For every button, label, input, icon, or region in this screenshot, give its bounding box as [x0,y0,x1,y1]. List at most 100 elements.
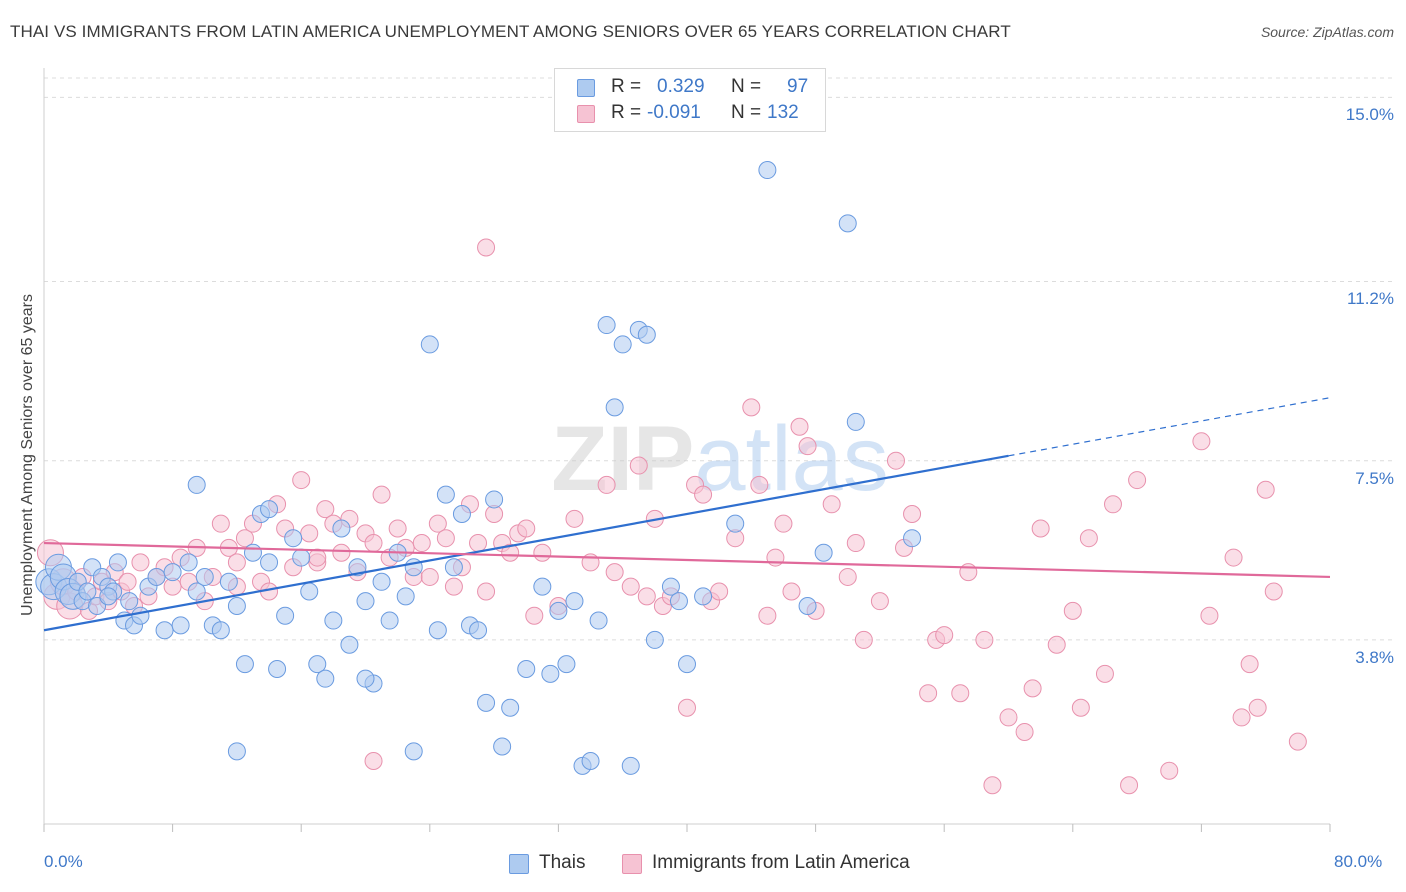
latin-america-point [750,475,769,494]
y-axis-label: Unemployment Among Seniors over 65 years [19,294,36,616]
latin-america-point [605,563,624,582]
latin-america-point [1192,432,1211,451]
latin-america-point [935,626,954,645]
thais-point [613,335,632,354]
latin-america-point [1095,664,1114,683]
legend-r-value: -0.091 [647,102,701,123]
legend-r-value: 0.329 [657,76,705,97]
latin-america-point [525,606,544,625]
chart-title: THAI VS IMMIGRANTS FROM LATIN AMERICA UN… [10,22,1011,41]
thais-point [356,592,375,611]
thais-point [444,558,463,577]
thais-point [147,567,166,586]
latin-america-point [1031,519,1050,538]
legend-item-thais[interactable]: Thais [509,851,599,877]
x-tick-label-max: 80.0% [1334,852,1383,871]
latin-america-point [1071,698,1090,717]
latin-america-point [774,514,793,533]
thais-point [469,621,488,640]
thais-point [758,161,777,180]
latin-america-point [782,582,801,601]
latin-america-point [364,752,383,771]
latin-america-point [227,553,246,572]
legend-swatch-latin-america [622,854,642,874]
latin-america-point [1232,708,1251,727]
latin-america-point [428,514,447,533]
latin-america-point [597,475,616,494]
latin-america-point [919,684,938,703]
thais-point [284,529,303,548]
thais-point [436,485,455,504]
latin-america-point [533,543,552,562]
legend-label-latin-america: Immigrants from Latin America [652,852,910,873]
trend-lines [43,397,1331,632]
latin-america-point [758,606,777,625]
thais-point [726,514,745,533]
thais-point [108,553,127,572]
thais-point [814,543,833,562]
latin-america-point [332,543,351,562]
legend-label-thais: Thais [539,852,586,873]
latin-america-point [412,534,431,553]
latin-america-point [1015,722,1034,741]
latin-america-point [308,548,327,567]
latin-america-point [1264,582,1283,601]
latin-america-point [694,485,713,504]
thais-point [340,635,359,654]
latin-america-point [501,543,520,562]
thais-point [637,325,656,344]
latin-america-point [1063,601,1082,620]
latin-america-point [838,567,857,586]
thais-point [99,587,118,606]
thais-point [541,664,560,683]
thais-point [292,548,311,567]
y-tick-label: 11.2% [1347,289,1394,309]
thais-point [219,572,238,591]
x-tick-label-min: 0.0% [44,852,83,871]
x-axis [43,68,1331,832]
latin-america-point [790,417,809,436]
thais-point [276,606,295,625]
latin-america-point [798,437,817,456]
legend-row-thais: R = 0.329 N = 97 [555,75,825,101]
y-tick-label: 15.0% [1345,105,1394,125]
legend-swatch-latin-america [577,105,595,123]
latin-america-point [870,592,889,611]
legend-n-value: 97 [787,76,809,97]
latin-america-trend-line [43,541,1331,579]
latin-america-point [742,398,761,417]
latin-america-point [211,514,230,533]
latin-america-point [983,776,1002,795]
latin-america-point [1240,655,1259,674]
latin-america-point [1248,698,1267,717]
latin-america-point [999,708,1018,727]
legend-item-latin-america[interactable]: Immigrants from Latin America [622,851,942,877]
latin-america-point [477,582,496,601]
latin-america-point [131,553,150,572]
thais-point [903,529,922,548]
latin-america-point [886,451,905,470]
latin-america-point [1256,480,1275,499]
legend-r-label: R = [611,102,642,123]
latin-america-point [1200,606,1219,625]
thais-point [589,611,608,630]
latin-america-point [1103,495,1122,514]
thais-point [493,737,512,756]
latin-america-point [388,519,407,538]
thais-point [300,582,319,601]
latin-america-point [1120,776,1139,795]
latin-america-point [637,587,656,606]
latin-america-point [1288,732,1307,751]
thais-point [565,592,584,611]
latin-america-point [372,485,391,504]
thais-point [597,316,616,335]
thais-point [171,616,190,635]
latin-america-point [316,500,335,519]
latin-america-point [1047,635,1066,654]
latin-america-point [517,519,536,538]
latin-america-point [1079,529,1098,548]
thais-point [316,669,335,688]
latin-america-point [903,504,922,523]
y-tick-label: 3.8% [1355,647,1394,667]
thais-point [155,621,174,640]
